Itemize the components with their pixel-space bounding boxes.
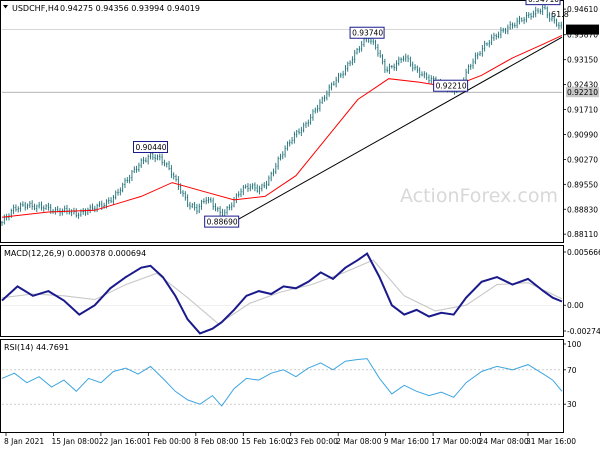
x-tick-label: 24 Mar 08:00	[479, 437, 529, 446]
x-tick-label: 8 Jan 2021	[4, 437, 44, 446]
price-annotation-box	[433, 79, 469, 92]
rsi-y-tick-label: 30	[567, 400, 577, 409]
level-price-badge	[566, 87, 599, 98]
rsi-y-tick-label: 100	[567, 340, 582, 349]
price-annotation: 0.93740	[349, 26, 385, 39]
y-tick-label: 0.91710	[567, 106, 598, 115]
y-tick-label: 0.94610	[567, 5, 598, 14]
y-tick-label: 0.90990	[567, 130, 598, 139]
macd-y-tick-label: 0.005666	[567, 248, 600, 257]
x-tick-label: 9 Mar 16:00	[384, 437, 430, 446]
y-tick-label: 0.88110	[567, 230, 598, 239]
price-annotation-label: 0.93740	[352, 29, 383, 38]
price-annotation-label: 0.92210	[436, 82, 467, 91]
y-tick-label: 0.94019	[567, 26, 598, 35]
x-tick-label: 23 Feb 00:00	[289, 437, 338, 446]
rsi-y-tick-label: 70	[567, 366, 577, 375]
moving-average-line	[1, 34, 563, 218]
current-price-badge	[566, 24, 599, 35]
macd-line	[1, 252, 563, 335]
x-tick-label: 31 Mar 16:00	[526, 437, 576, 446]
x-tick-label: 8 Feb 08:00	[194, 437, 239, 446]
rsi-line	[1, 358, 563, 407]
y-tick-label: 0.88830	[567, 205, 598, 214]
x-tick-label: 2 Mar 08:00	[336, 437, 382, 446]
trendline	[230, 36, 563, 224]
x-tick-label: 22 Jan 16:00	[99, 437, 147, 446]
macd-plot-layer	[1, 252, 563, 335]
x-tick-label: 1 Feb 00:00	[146, 437, 191, 446]
macd-y-tick-label: 0.00	[567, 301, 584, 310]
price-annotation: 0.92210	[433, 79, 469, 92]
price-annotation-box	[204, 215, 240, 228]
chevron-down-icon	[3, 5, 8, 9]
ohlc-values: 0.94275 0.94356 0.93994 0.94019	[60, 4, 200, 13]
macd-signal-line	[1, 259, 563, 325]
watermark: ActionForex.com	[400, 185, 558, 207]
price-annotation-label: 0.90440	[136, 143, 167, 152]
y-tick-label: 0.93150	[567, 56, 598, 65]
rsi-panel	[0, 339, 564, 433]
y-tick-label: 0.93870	[567, 31, 598, 40]
y-tick-label: 0.92210	[567, 88, 598, 97]
price-annotation-box	[349, 26, 385, 39]
main-panel	[0, 0, 564, 243]
y-tick-label: 0.89550	[567, 180, 598, 189]
symbol-label: USDCHF,H4	[12, 4, 59, 13]
price-annotation: 0.88690	[204, 215, 240, 228]
price-annotation: 0.90440	[133, 141, 169, 154]
fib-label: 61.8	[551, 10, 569, 19]
symbol-dropdown[interactable]	[3, 5, 8, 9]
rsi-title: RSI(14) 44.7691	[4, 343, 69, 352]
x-tick-label: 15 Jan 08:00	[51, 437, 99, 446]
x-tick-label: 15 Feb 16:00	[241, 437, 290, 446]
axes-layer: 0.946100.940190.938700.931500.924300.922…	[4, 5, 600, 446]
macd-title: MACD(12,26,9) 0.000378 0.000694	[4, 249, 146, 258]
price-annotation: 0.94710	[525, 0, 561, 6]
rsi-plot-layer	[1, 358, 563, 407]
macd-panel	[0, 245, 564, 337]
y-tick-label: 0.92430	[567, 81, 598, 90]
price-annotation-box	[525, 0, 561, 6]
x-tick-label: 17 Mar 00:00	[431, 437, 481, 446]
main-plot-layer: 0.94710 0.93740 0.92210 0.90440 0.88690	[1, 0, 563, 228]
price-annotation-label: 0.88690	[207, 218, 238, 227]
price-annotation-box	[133, 141, 169, 154]
y-tick-label: 0.90270	[567, 155, 598, 164]
price-annotation-label: 0.94710	[528, 0, 559, 4]
